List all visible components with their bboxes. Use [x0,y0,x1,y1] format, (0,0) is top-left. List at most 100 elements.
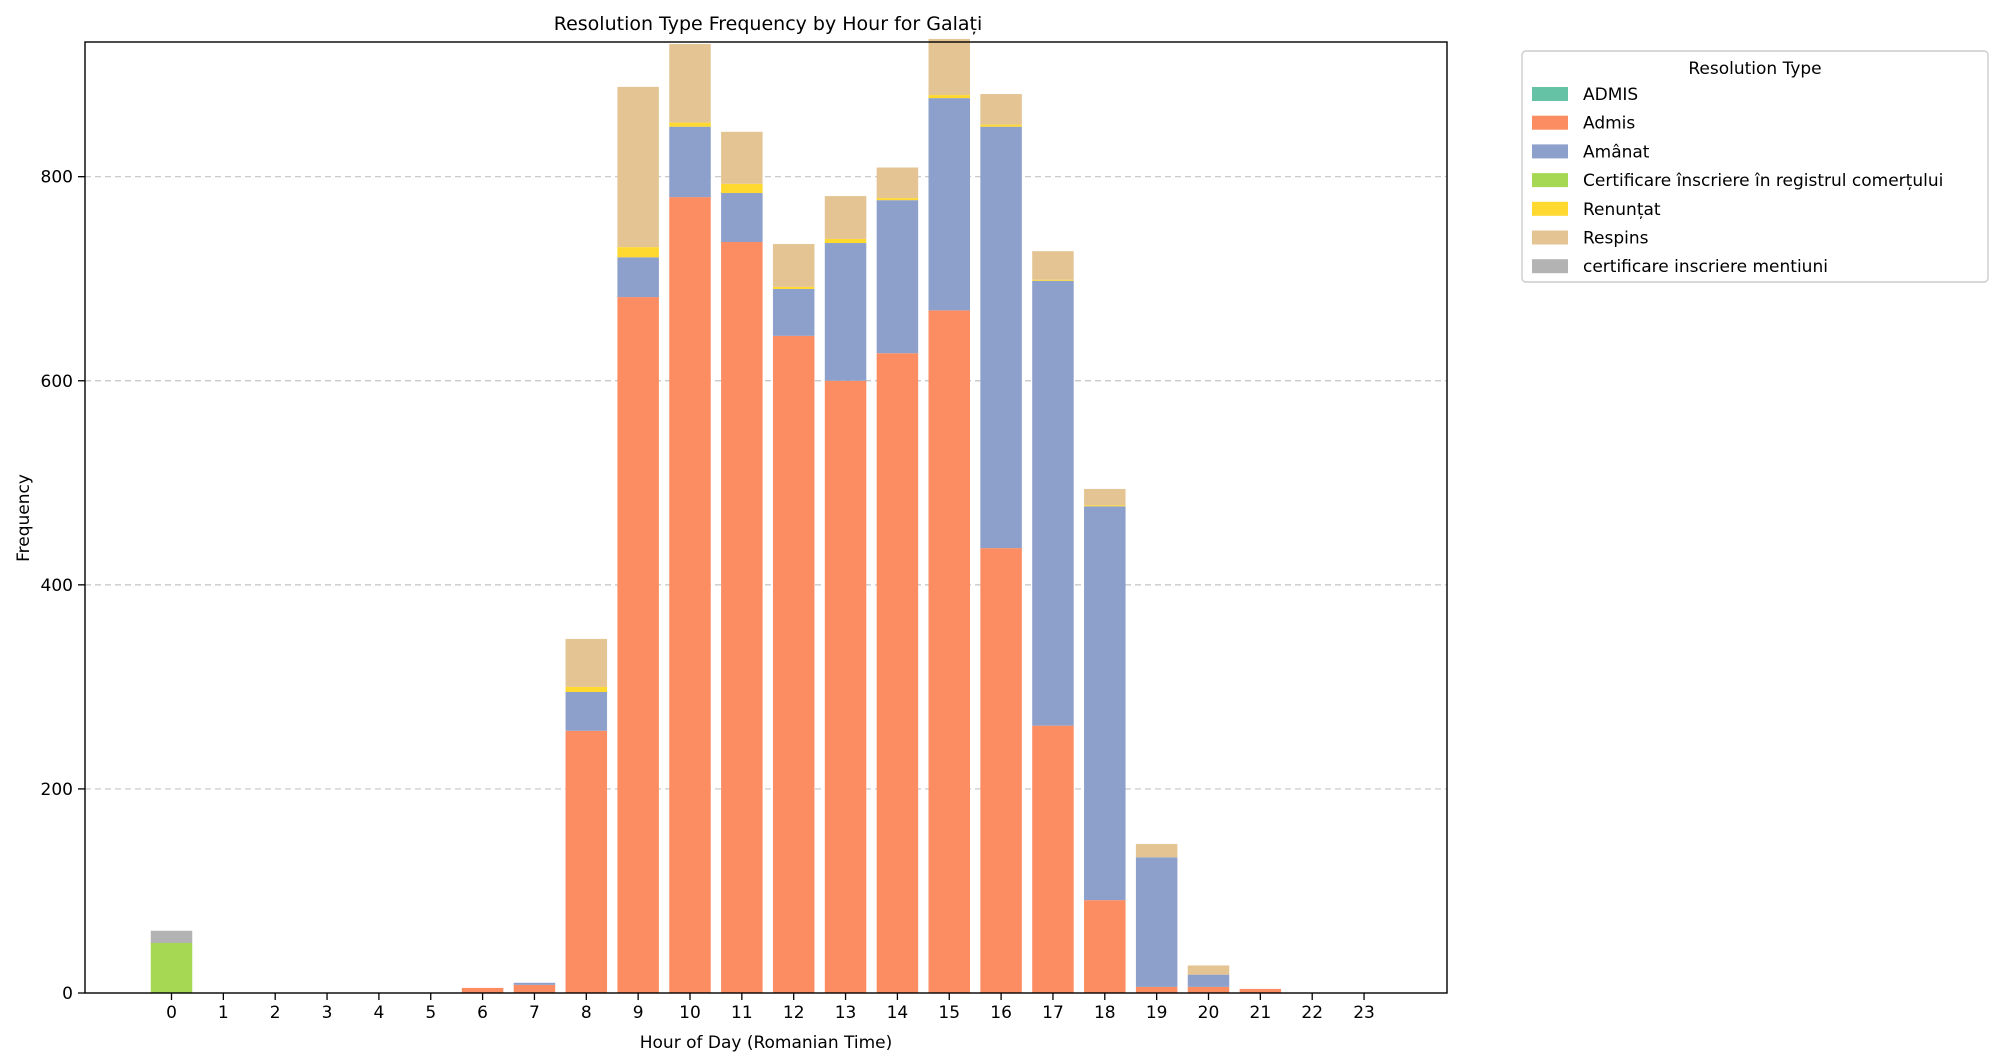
bar-segment [617,257,659,298]
y-tick-label: 400 [41,576,73,596]
bar-segment [1032,725,1074,993]
x-tick-label: 16 [990,1003,1012,1023]
bar-segment [1187,986,1230,993]
bar-segment [928,98,970,311]
bar-segment [1135,986,1178,993]
bar-segment [721,241,763,993]
x-tick-label: 0 [166,1003,177,1023]
bar-segment [721,183,763,194]
bars [150,38,1282,994]
x-tick-label: 5 [425,1003,436,1023]
bar-segment [150,930,193,944]
bar-segment [980,124,1022,127]
bar-segment [1084,488,1126,506]
bar-segment [824,196,867,239]
x-tick-label: 14 [887,1003,909,1023]
bar-segment [669,44,711,123]
bar-segment [565,638,608,687]
x-tick-label: 21 [1250,1003,1272,1023]
legend-label: Respins [1583,229,1649,249]
y-tick-label: 600 [41,372,73,392]
legend-label: Admis [1583,114,1635,134]
bar-segment [513,982,556,985]
bar-segment [928,95,970,99]
x-tick-label: 1 [218,1003,229,1023]
legend-swatch [1532,144,1568,159]
x-tick-label: 12 [783,1003,805,1023]
x-tick-label: 9 [633,1003,644,1023]
bar-segment [721,193,763,242]
bar-segment [669,122,711,127]
bar-segment [772,286,815,289]
legend-label: Certificare înscriere în registrul comer… [1583,171,1943,191]
bar-segment [565,691,608,731]
legend-swatch [1532,87,1568,101]
bar-segment [876,353,919,994]
bar-segment [928,310,970,994]
legend-title: Resolution Type [1688,59,1821,79]
bar-segment [1135,844,1178,858]
legend: Resolution Type ADMIS Admis Amânat Certific… [1521,50,1989,283]
bar-segment [980,94,1022,125]
bar-segment [150,943,193,993]
bar-segment [772,335,815,994]
x-axis: 0 1 2 3 4 5 6 7 8 9 10 11 12 13 14 15 16 17 18 19 20 21 22 23 [166,993,1375,1023]
x-tick-label: 22 [1301,1003,1323,1023]
bar-segment [669,197,711,994]
legend-items: ADMIS Admis Amânat Certificare înscriere în… [1532,85,1943,277]
legend-frame [1521,50,1989,283]
x-tick-label: 2 [270,1003,281,1023]
bar-segment [876,200,919,354]
bar-segment [1084,506,1126,901]
bar-segment [824,238,867,244]
legend-swatch [1532,230,1568,245]
y-tick-label: 800 [41,168,73,188]
bar-segment [721,131,763,184]
x-tick-label: 7 [529,1003,540,1023]
bar-segment [876,198,919,201]
bar-segment [669,126,711,198]
bar-segment [928,38,970,96]
legend-label: Renunțat [1583,200,1661,220]
y-gridlines [85,176,1447,790]
x-tick-label: 13 [835,1003,857,1023]
x-tick-label: 15 [938,1003,960,1023]
x-tick-label: 18 [1094,1003,1116,1023]
y-axis: 0 200 400 600 800 [41,168,85,1004]
bar-segment [772,244,815,287]
bar-segment [980,548,1022,993]
bar-segment [1187,965,1230,975]
bar-segment [824,380,867,993]
x-tick-label: 20 [1198,1003,1220,1023]
chart-title: Resolution Type Frequency by Hour for Ga… [554,13,983,35]
bar-segment [513,984,556,993]
x-tick-label: 4 [373,1003,384,1023]
bar-segment [824,243,867,381]
bar-segment [1032,251,1074,280]
bar-segment [1187,974,1230,987]
bar-segment [772,288,815,336]
bar-segment [617,247,659,258]
x-tick-label: 23 [1353,1003,1375,1023]
legend-label: ADMIS [1583,85,1638,105]
legend-label: Amânat [1583,142,1650,162]
legend-swatch [1532,115,1568,130]
legend-swatch [1532,173,1568,188]
x-tick-label: 19 [1146,1003,1168,1023]
x-tick-label: 3 [322,1003,333,1023]
legend-swatch [1532,201,1568,216]
bar-segment [1084,900,1126,993]
bar-segment [1084,505,1126,507]
x-tick-label: 6 [477,1003,488,1023]
x-tick-label: 10 [679,1003,701,1023]
bar-segment [1239,988,1282,993]
y-tick-label: 0 [62,984,73,1004]
bar-segment [461,987,504,993]
x-tick-label: 8 [581,1003,592,1023]
bar-segment [980,126,1022,549]
bar-segment [617,297,659,993]
bar-segment [565,730,608,993]
plot-frame [84,41,1448,994]
bar-segment [876,167,919,199]
